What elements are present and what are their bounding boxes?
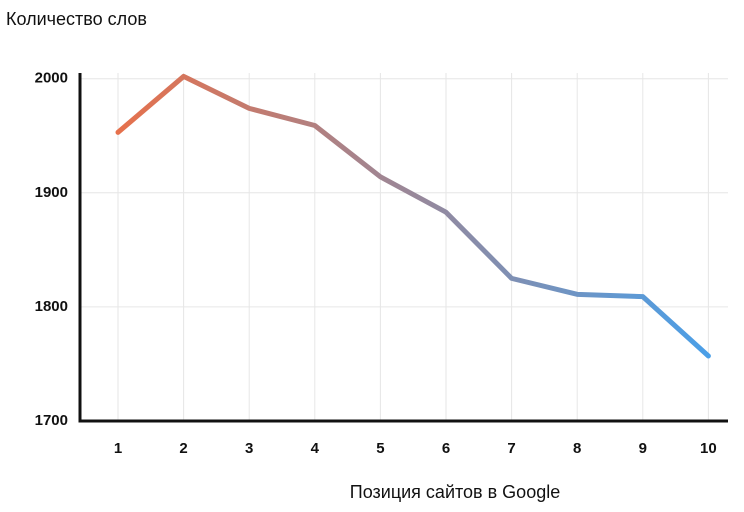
line xyxy=(115,73,711,359)
x-axis-title: Позиция сайтов в Google xyxy=(350,482,560,502)
x-tick-label: 2 xyxy=(179,440,187,457)
y-tick-label: 1800 xyxy=(35,298,68,315)
y-tick-label: 2000 xyxy=(35,70,68,87)
x-tick-label: 4 xyxy=(311,440,320,457)
x-tick-label: 3 xyxy=(245,440,253,457)
x-tick-label: 6 xyxy=(442,440,450,457)
x-tick-label: 10 xyxy=(700,440,717,457)
y-tick-label: 1700 xyxy=(35,412,68,429)
x-tick-label: 1 xyxy=(114,440,122,457)
x-tick-label: 7 xyxy=(507,440,515,457)
x-tick-label: 8 xyxy=(573,440,581,457)
y-tick-label: 1900 xyxy=(35,184,68,201)
x-tick-label: 9 xyxy=(639,440,647,457)
x-tick-label: 5 xyxy=(376,440,384,457)
y-axis-title: Количество слов xyxy=(6,9,147,29)
